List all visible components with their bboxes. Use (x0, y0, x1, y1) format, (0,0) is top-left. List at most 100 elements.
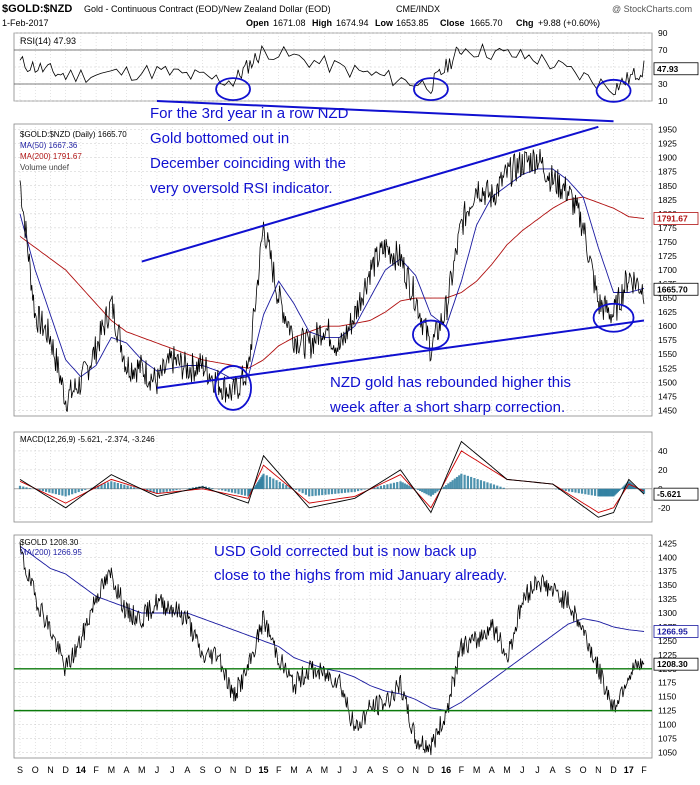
usd-tick-label: 1100 (658, 720, 677, 730)
month-tick-label: S (565, 765, 571, 775)
month-tick-label: S (17, 765, 23, 775)
month-tick-label: F (459, 765, 465, 775)
rebound-note-line-1: NZD gold has rebounded higher this (330, 374, 571, 391)
price-tick-label: 1575 (658, 335, 677, 345)
price-tick-label: 1625 (658, 307, 677, 317)
price-tick-label: 1850 (658, 181, 677, 191)
macd-line (19, 440, 645, 518)
exchange-label: CME/INDX (396, 4, 440, 14)
watermark: @ StockCharts.com (612, 4, 692, 14)
month-tick-label: M (290, 765, 298, 775)
month-tick-label: J (520, 765, 525, 775)
macd-last-value-text: -5.621 (657, 489, 681, 499)
chg-label: Chg (516, 18, 534, 28)
usd-tick-label: 1075 (658, 733, 677, 743)
price-last-value-text: 1665.70 (657, 284, 688, 294)
month-tick-label: J (337, 765, 342, 775)
price-tick-label: 1500 (658, 377, 677, 387)
low-label: Low (375, 18, 394, 28)
usd-tick-label: 1350 (658, 580, 677, 590)
usd-tick-label: 1175 (658, 678, 677, 688)
month-tick-label: F (276, 765, 282, 775)
month-tick-label: D (428, 765, 435, 775)
usd-last-value-box (653, 657, 699, 671)
rsi-note-line-2: Gold bottomed out in (150, 130, 289, 147)
month-tick-label: 14 (76, 765, 86, 775)
instrument-name: Gold - Continuous Contract (EOD)/New Zea… (84, 4, 331, 14)
rsi-tick-label: 30 (658, 79, 668, 89)
series-layer (18, 43, 646, 756)
macd-tick-label: 40 (658, 446, 668, 456)
month-tick-label: J (155, 765, 160, 775)
rsi-tick-label: 70 (658, 45, 668, 55)
ma200-line (19, 196, 645, 369)
month-tick-label: O (214, 765, 221, 775)
open-value: 1671.08 (273, 18, 306, 28)
price-tick-label: 1600 (658, 321, 677, 331)
price-last-value: 1665.70 (653, 282, 699, 296)
usd-tick-label: 1125 (658, 706, 677, 716)
month-tick-label: N (47, 765, 54, 775)
month-tick-label: S (200, 765, 206, 775)
usd-note-line-1: USD Gold corrected but is now back up (214, 543, 477, 560)
price-tick-label: 1525 (658, 363, 677, 373)
price-tick-label: 1750 (658, 237, 677, 247)
month-tick-label: M (138, 765, 146, 775)
rsi-trendline (156, 100, 614, 123)
usd-tick-label: 1150 (658, 692, 677, 702)
chg-value: +9.88 (+0.60%) (538, 18, 600, 28)
price-tick-label: 1950 (658, 125, 677, 135)
rsi-tick-label: 90 (658, 28, 668, 38)
rebound-note-line-2: week after a short sharp correction. (329, 399, 565, 416)
rsi-line (19, 43, 645, 96)
month-tick-label: M (321, 765, 329, 775)
ma200-last-value: 1791.67 (653, 212, 699, 225)
month-tick-label: J (535, 765, 540, 775)
price-tick-label: 1875 (658, 167, 677, 177)
lower-trendline (156, 319, 645, 389)
usd-panel-frame (13, 534, 653, 759)
ma50-line (19, 168, 645, 380)
month-tick-label: N (412, 765, 419, 775)
month-tick-label: O (580, 765, 587, 775)
price-last-value-box (653, 282, 699, 296)
price-tick-label: 1725 (658, 251, 677, 261)
month-tick-label: A (550, 765, 556, 775)
usd-tick-label: 1375 (658, 566, 677, 576)
macd-signal-line (19, 450, 645, 513)
month-axis: S O N D 14 F M A M J J A S O N D 15 F M A M J J A S O N D 16 F M A M J J A S… (17, 765, 647, 775)
rsi-low-circle (215, 77, 251, 101)
price-tick-label: 1700 (658, 265, 677, 275)
usd-ma200-last-value-box (653, 625, 699, 638)
ma200-last-value-box (653, 212, 699, 225)
price-tick-label: 1775 (658, 223, 677, 233)
month-tick-label: N (595, 765, 602, 775)
usd-legend-ma200: MA(200) 1266.95 (20, 548, 82, 557)
usd-tick-label: 1300 (658, 608, 677, 618)
price-legend-ma200: MA(200) 1791.67 (20, 152, 82, 161)
usd-note-line-2: close to the highs from mid January alre… (214, 567, 507, 584)
macd-last-value-box (653, 487, 699, 501)
macd-tick-label: -20 (658, 503, 671, 513)
usd-tick-label: 1225 (658, 650, 677, 660)
rsi-low-circle (413, 77, 449, 101)
rsi-note-line-4: very oversold RSI indicator. (150, 180, 333, 197)
price-tick-label: 1825 (658, 195, 677, 205)
nzd-gold-price-line (19, 148, 645, 412)
macd-tick-label: 20 (658, 465, 668, 475)
usd-tick-label: 1050 (658, 747, 677, 757)
price-legend-volume: Volume undef (20, 163, 70, 172)
rsi-note-line-3: December coinciding with the (150, 155, 346, 172)
upper-trendline (141, 125, 599, 263)
annotation-layer (14, 77, 652, 712)
high-value: 1674.94 (336, 18, 369, 28)
rsi-last-value-text: 47.93 (657, 64, 679, 74)
usd-tick-label: 1425 (658, 538, 677, 548)
month-tick-label: F (641, 765, 647, 775)
month-tick-label: O (397, 765, 404, 775)
month-tick-label: S (382, 765, 388, 775)
close-value: 1665.70 (470, 18, 503, 28)
usd-last-value-text: 1208.30 (657, 659, 688, 669)
month-tick-label: 16 (441, 765, 451, 775)
month-tick-label: F (93, 765, 99, 775)
